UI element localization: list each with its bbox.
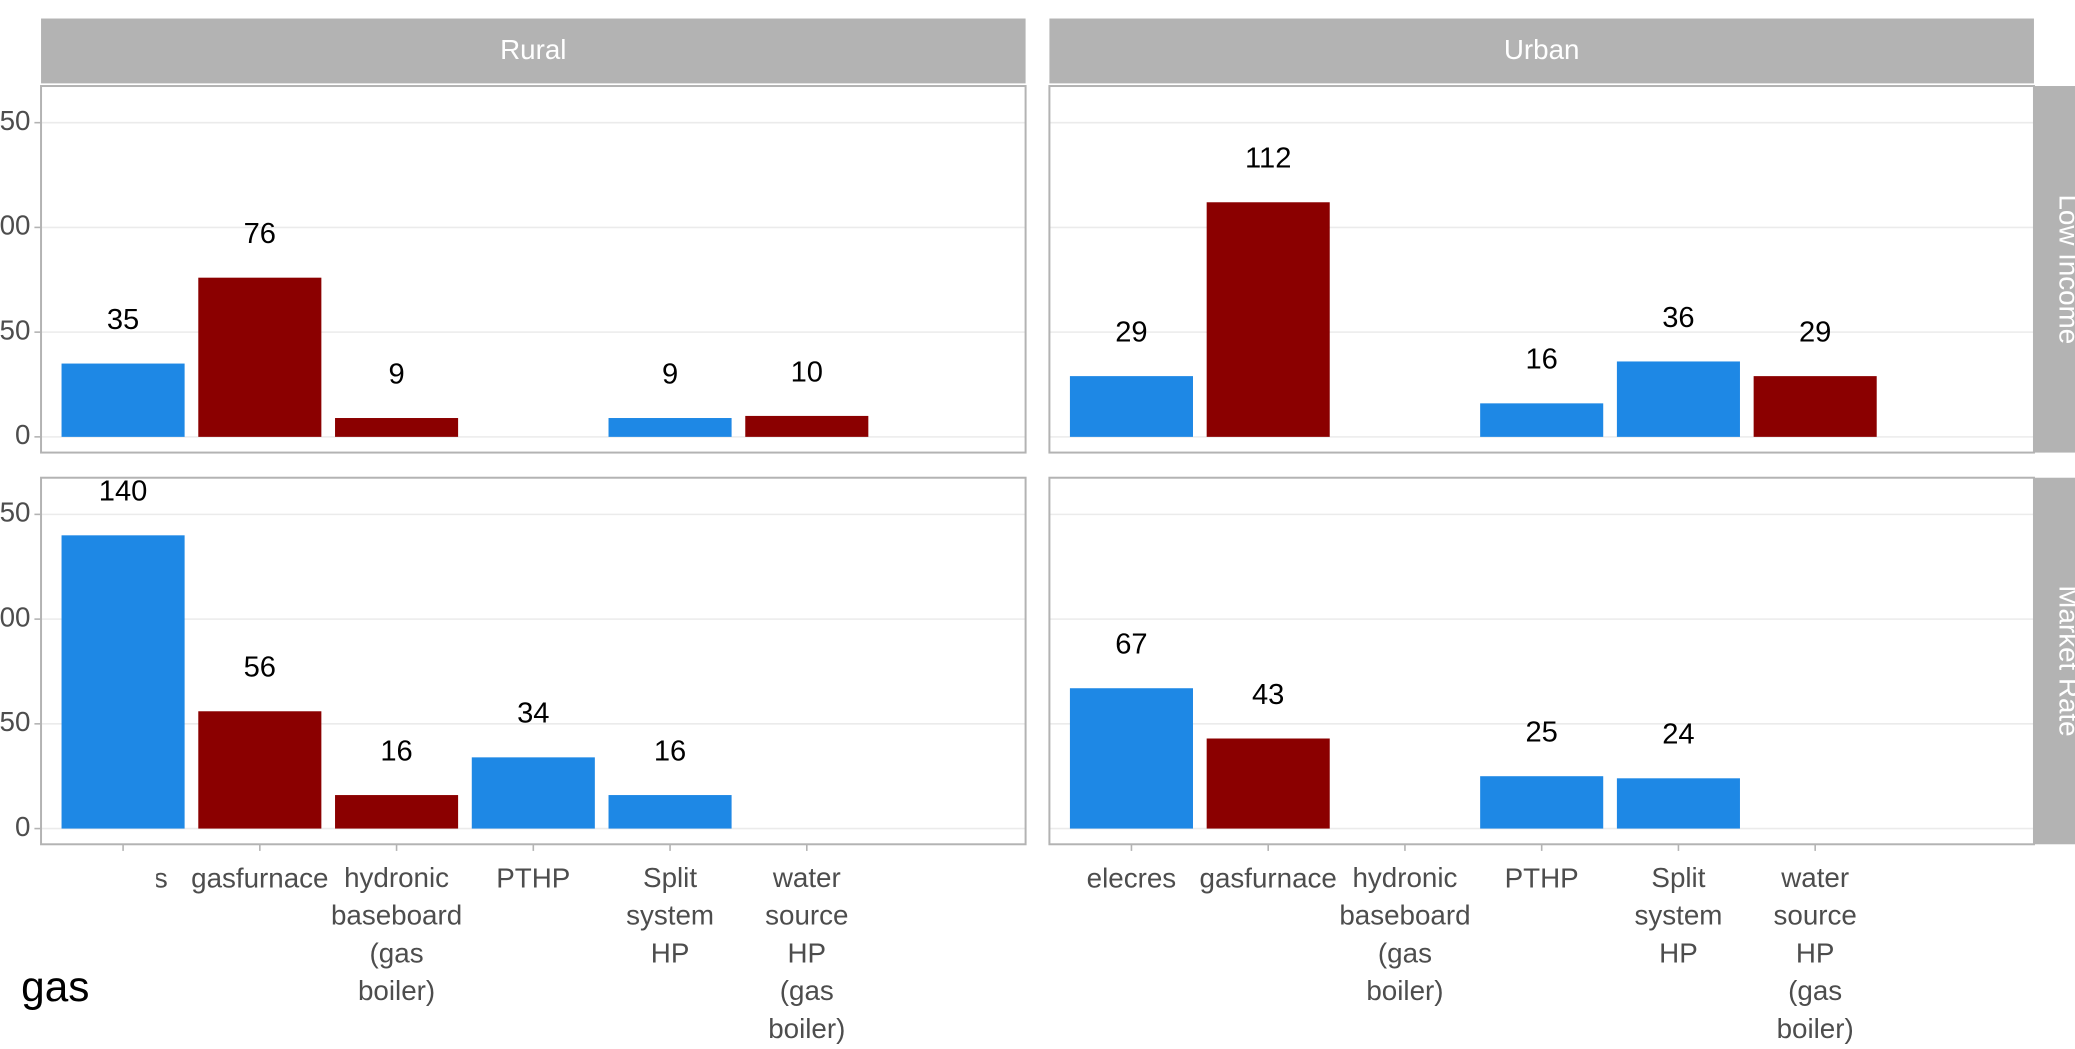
value-label: 24 — [1662, 719, 1694, 751]
facet-strip-label: Rural — [500, 34, 566, 65]
value-label: 16 — [1525, 344, 1557, 376]
bar — [471, 757, 595, 829]
value-label: 16 — [654, 735, 686, 767]
value-label: 140 — [99, 476, 148, 508]
bar — [1753, 376, 1877, 437]
y-tick-label: 50 — [0, 314, 30, 345]
value-label: 10 — [791, 356, 823, 388]
bar — [61, 363, 185, 437]
x-tick-label: Split system HP — [1634, 862, 1722, 968]
facet-strip-label: Market Rate — [2054, 585, 2075, 736]
value-label: 112 — [1245, 143, 1291, 175]
bar — [1069, 688, 1193, 829]
legend-text: gas — [21, 963, 89, 1010]
value-label: 76 — [244, 218, 276, 250]
y-tick-label: 0 — [15, 419, 30, 450]
panel-border — [40, 85, 1027, 454]
bar — [198, 277, 322, 437]
x-tick-label: gasfurnace — [1200, 862, 1337, 893]
x-tick-label: hydronic baseboard (gas boiler) — [331, 862, 462, 1006]
value-label: 43 — [1252, 679, 1284, 711]
value-label: 56 — [244, 652, 276, 684]
y-tick-label: 100 — [0, 210, 30, 241]
panel-border — [1048, 85, 2035, 454]
y-tick-label: 100 — [0, 601, 30, 632]
value-label: 67 — [1115, 629, 1147, 661]
bar — [1069, 376, 1193, 437]
bar — [745, 415, 869, 437]
value-label: 34 — [517, 698, 549, 730]
bar — [608, 795, 732, 829]
legend-background — [0, 853, 157, 1049]
x-tick-label: water source HP (gas boiler) — [765, 862, 848, 1044]
x-tick-label: gasfurnace — [191, 862, 328, 893]
x-tick-label: PTHP — [496, 862, 570, 893]
facet-strip — [1049, 18, 2034, 84]
value-label: 9 — [388, 358, 404, 390]
y-tick-label: 150 — [0, 497, 30, 528]
value-label: 36 — [1662, 302, 1694, 334]
value-label: 29 — [1115, 316, 1147, 348]
value-label: 29 — [1799, 316, 1831, 348]
bar — [1616, 361, 1740, 437]
facet-strip-label: Low Income — [2054, 194, 2075, 344]
value-label: 35 — [107, 304, 139, 336]
bar — [1480, 776, 1604, 829]
value-label: 25 — [1525, 717, 1557, 749]
bar — [1206, 738, 1330, 829]
y-tick-label: 0 — [15, 811, 30, 842]
x-tick-label: water source HP (gas boiler) — [1774, 862, 1857, 1044]
y-tick-label: 50 — [0, 706, 30, 737]
bar — [608, 418, 732, 437]
x-tick-label: elecres — [1087, 862, 1177, 893]
bar — [335, 795, 459, 829]
facet-strip — [2033, 477, 2075, 845]
bar — [1480, 403, 1604, 437]
bar — [1206, 202, 1330, 437]
facet-strip — [2033, 86, 2075, 453]
value-label: 9 — [662, 358, 678, 390]
facet-strip-label: Urban — [1504, 34, 1580, 65]
bar — [198, 711, 322, 829]
bar — [61, 535, 185, 829]
x-tick-label: Split system HP — [626, 862, 714, 968]
value-label: 16 — [380, 735, 412, 767]
x-tick-label: hydronic baseboard (gas boiler) — [1339, 862, 1470, 1006]
x-tick-label: PTHP — [1505, 862, 1579, 893]
bar — [1616, 778, 1740, 829]
bar — [335, 418, 459, 437]
facet-strip — [41, 18, 1026, 84]
y-tick-label: 150 — [0, 105, 30, 136]
